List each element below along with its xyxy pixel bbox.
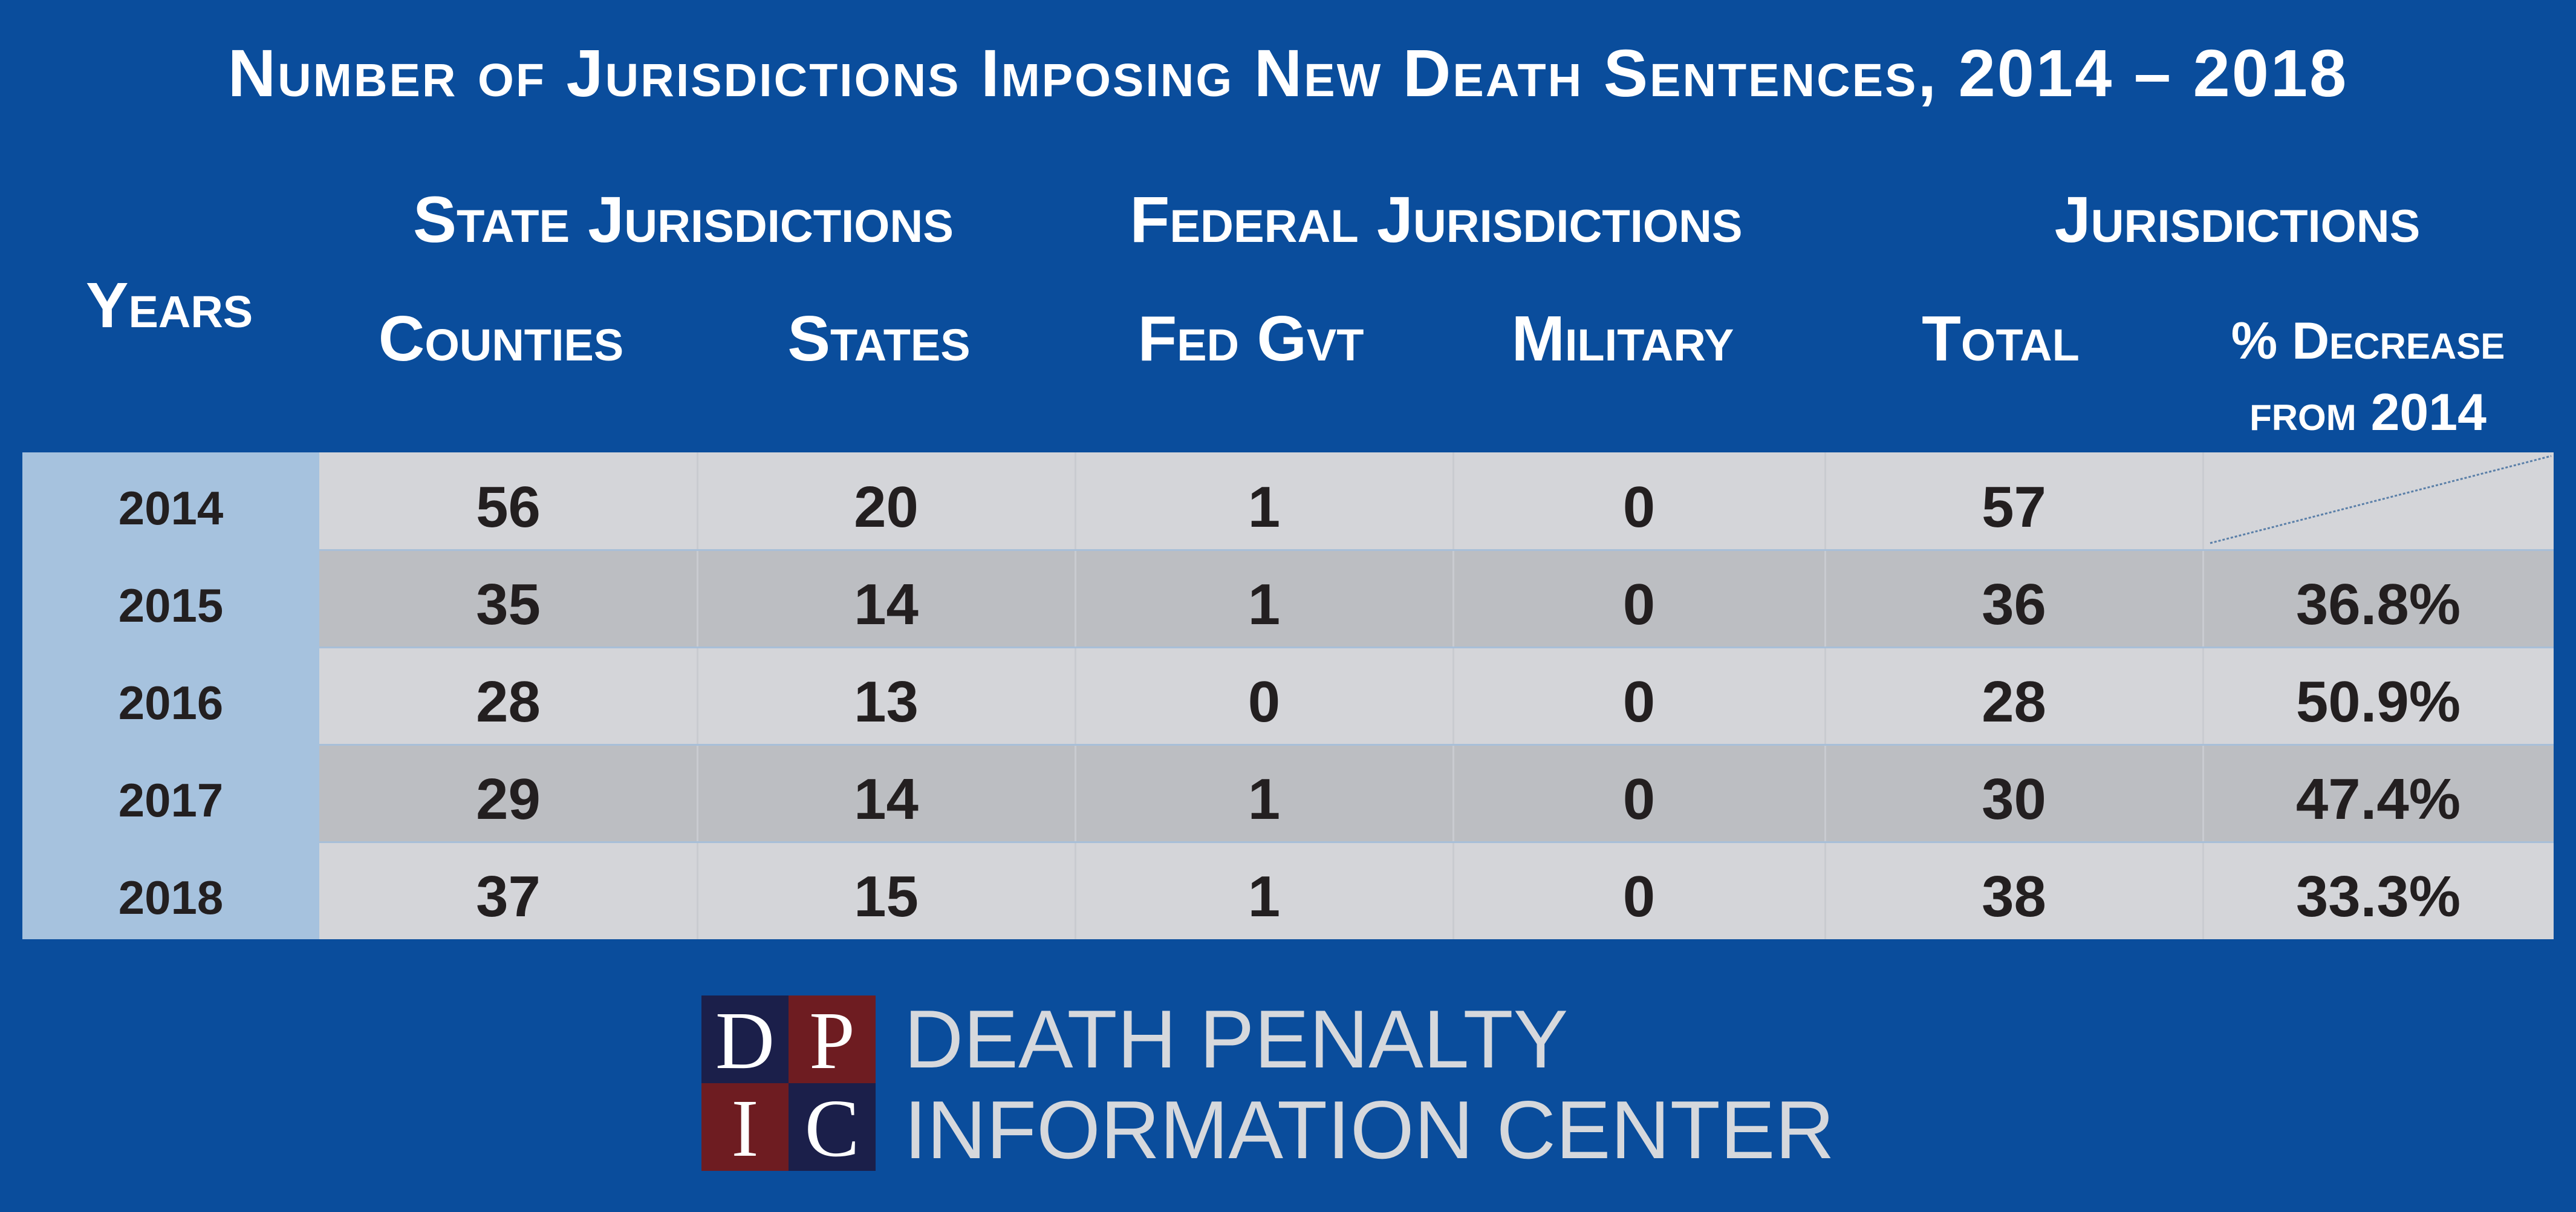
cell-pct-decrease: 50.9% xyxy=(2295,670,2461,734)
header-state-jurisdictions: State Jurisdictions xyxy=(413,183,954,256)
cell-total: 38 xyxy=(1982,864,2046,929)
cell-states: 14 xyxy=(854,572,919,637)
header-military: Military xyxy=(1511,303,1734,374)
header-counties: Counties xyxy=(378,303,624,374)
cell-total: 36 xyxy=(1982,572,2046,637)
header-fed-gvt: Fed Gvt xyxy=(1137,303,1364,374)
cell-states: 14 xyxy=(854,767,919,832)
cell-fed-gvt: 1 xyxy=(1247,864,1281,929)
cell-military: 0 xyxy=(1622,864,1656,929)
cell-fed-gvt: 0 xyxy=(1247,670,1281,734)
dpic-logo: D P I C xyxy=(701,995,876,1174)
column-divider xyxy=(2202,452,2204,939)
data-table: 2014 56 20 1 0 57 2015 35 14 1 0 36 36.8% 2016 28 13 0 0 2… xyxy=(22,452,2554,939)
cell-year: 2018 xyxy=(118,871,224,924)
header-pct-decrease-line1: % Decrease xyxy=(2231,312,2505,370)
cell-fed-gvt: 1 xyxy=(1247,475,1281,539)
cell-counties: 56 xyxy=(476,475,541,539)
cell-year: 2014 xyxy=(118,481,224,535)
cell-pct-decrease: 33.3% xyxy=(2295,864,2461,929)
table-row: 2015 35 14 1 0 36 36.8% xyxy=(22,550,2554,647)
chart-title: Number of Jurisdictions Imposing New Dea… xyxy=(227,36,2349,111)
header-pct-decrease-line2: from 2014 xyxy=(2249,383,2487,441)
cell-military: 0 xyxy=(1622,670,1656,734)
cell-military: 0 xyxy=(1622,475,1656,539)
cell-military: 0 xyxy=(1622,572,1656,637)
cell-states: 20 xyxy=(854,475,919,539)
year-cell-bg xyxy=(22,647,319,744)
year-cell-bg xyxy=(22,452,319,550)
logo-letter-c: C xyxy=(789,1083,876,1174)
logo-letter-i: I xyxy=(701,1083,789,1174)
column-divider xyxy=(697,452,698,939)
header-pct-decrease: % Decrease from 2014 xyxy=(2174,305,2561,448)
row-divider xyxy=(319,647,2554,648)
column-divider xyxy=(1452,452,1454,939)
cell-fed-gvt: 1 xyxy=(1247,572,1281,637)
cell-year: 2016 xyxy=(118,676,224,729)
row-divider xyxy=(319,744,2554,746)
year-cell-bg xyxy=(22,550,319,647)
cell-states: 13 xyxy=(854,670,919,734)
cell-pct-decrease: 36.8% xyxy=(2295,572,2461,637)
table-row: 2014 56 20 1 0 57 xyxy=(22,452,2554,550)
table-row: 2016 28 13 0 0 28 50.9% xyxy=(22,647,2554,744)
logo-letter-d: D xyxy=(701,995,789,1086)
row-divider xyxy=(319,549,2554,551)
cell-total: 28 xyxy=(1982,670,2046,734)
cell-counties: 37 xyxy=(476,864,541,929)
cell-counties: 35 xyxy=(476,572,541,637)
logo-letter-p: P xyxy=(789,995,876,1086)
table-row: 2018 37 15 1 0 38 33.3% xyxy=(22,842,2554,939)
cell-counties: 29 xyxy=(476,767,541,832)
cell-year: 2017 xyxy=(118,774,224,827)
cell-states: 15 xyxy=(854,864,919,929)
empty-cell-diagonal xyxy=(2210,455,2552,544)
cell-pct-decrease: 47.4% xyxy=(2295,767,2461,832)
header-federal-jurisdictions: Federal Jurisdictions xyxy=(1130,183,1743,256)
header-years: Years xyxy=(85,270,253,341)
cell-fed-gvt: 1 xyxy=(1247,767,1281,832)
cell-military: 0 xyxy=(1622,767,1656,832)
year-cell-bg xyxy=(22,744,319,842)
header-jurisdictions: Jurisdictions xyxy=(2054,183,2421,256)
diagonal-line xyxy=(2210,455,2552,544)
column-divider xyxy=(1075,452,1076,939)
cell-year: 2015 xyxy=(118,579,224,632)
cell-counties: 28 xyxy=(476,670,541,734)
year-cell-bg xyxy=(22,842,319,939)
cell-total: 57 xyxy=(1982,475,2046,539)
logo-text-line1: DEATH PENALTY xyxy=(904,993,1569,1085)
cell-total: 30 xyxy=(1982,767,2046,832)
row-divider xyxy=(319,841,2554,843)
header-total: Total xyxy=(1922,303,2080,374)
column-divider xyxy=(1824,452,1826,939)
header-states: States xyxy=(787,303,971,374)
table-row: 2017 29 14 1 0 30 47.4% xyxy=(22,744,2554,842)
logo-text-line2: INFORMATION CENTER xyxy=(904,1084,1835,1176)
